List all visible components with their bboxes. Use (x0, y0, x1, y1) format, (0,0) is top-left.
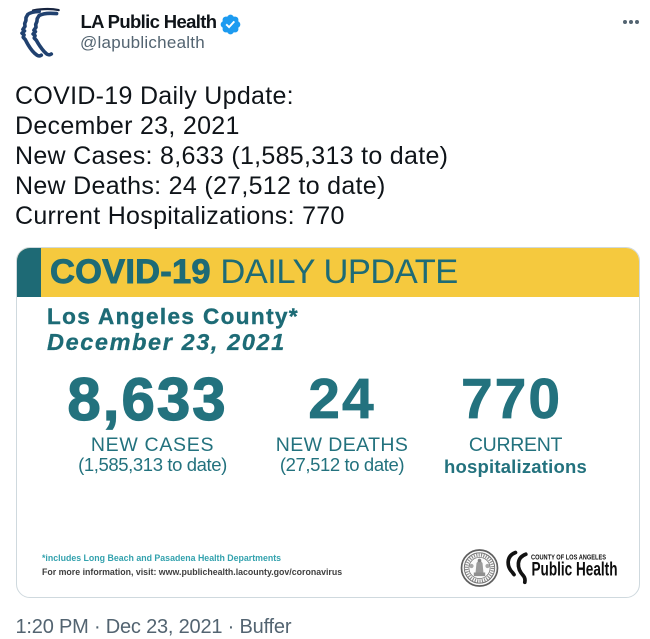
svg-text:COUNTY OF LOS ANGELES: COUNTY OF LOS ANGELES (531, 553, 606, 562)
svg-text:Public Health: Public Health (532, 559, 618, 581)
